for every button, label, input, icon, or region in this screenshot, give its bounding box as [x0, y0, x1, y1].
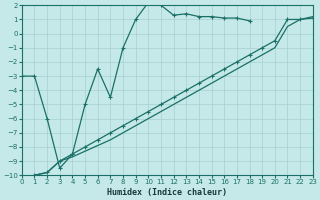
X-axis label: Humidex (Indice chaleur): Humidex (Indice chaleur): [107, 188, 227, 197]
